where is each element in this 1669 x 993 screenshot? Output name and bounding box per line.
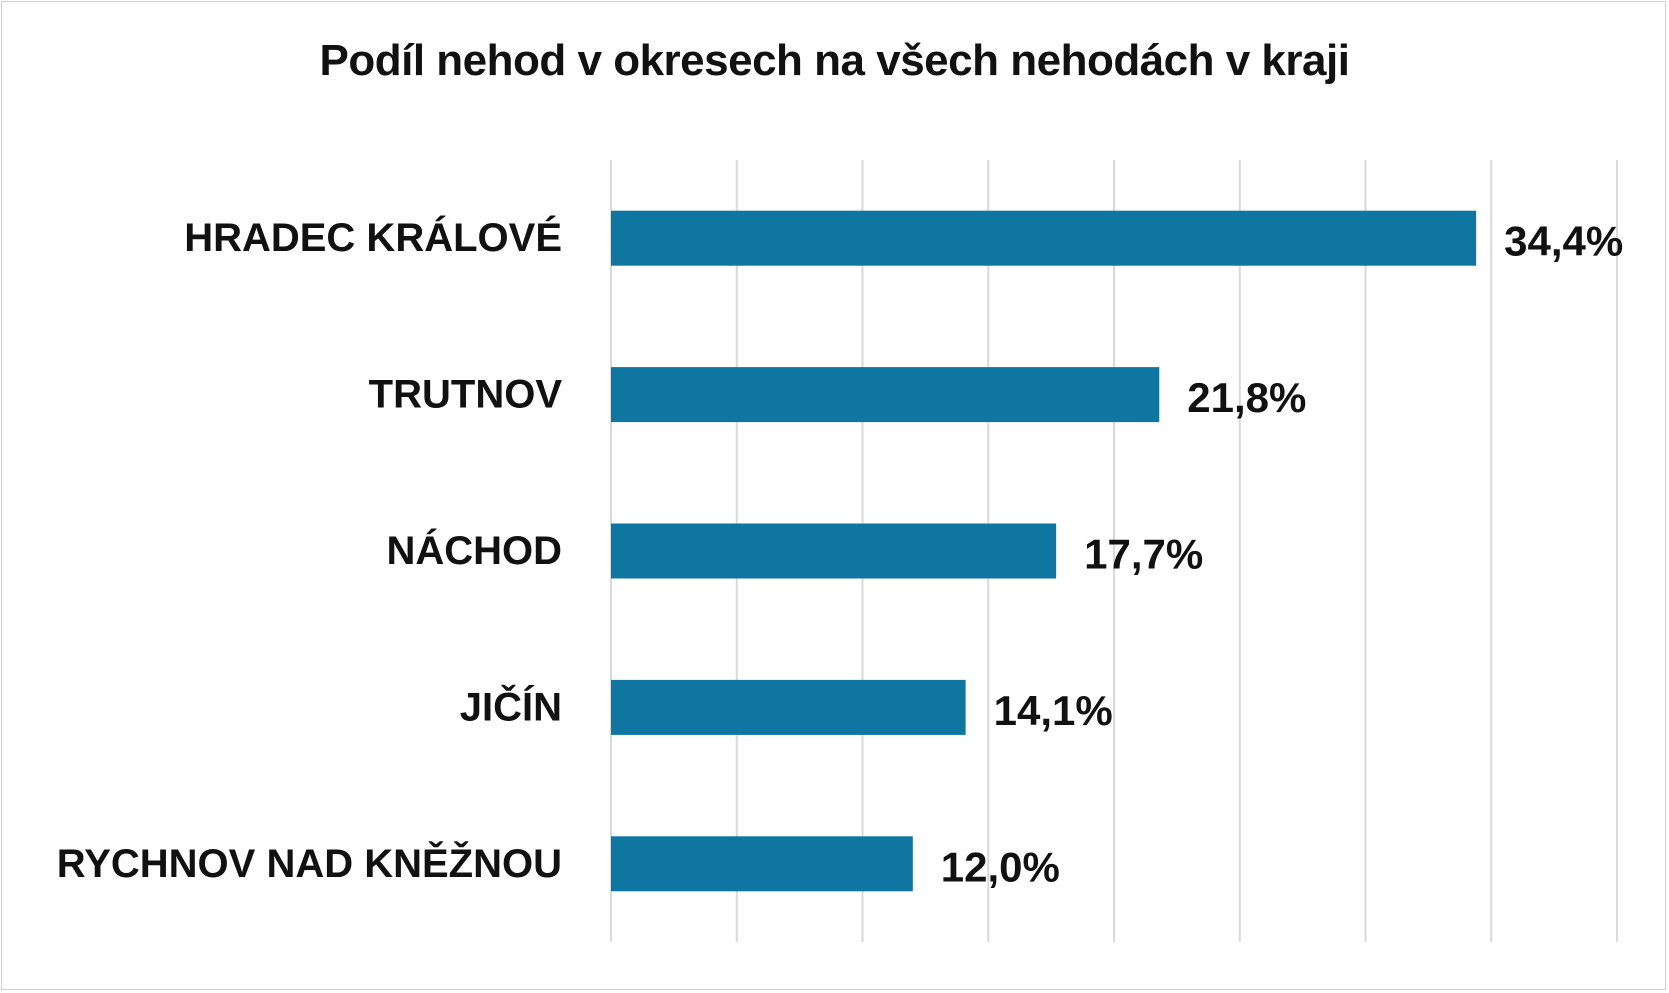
category-label: JIČÍN <box>460 683 562 729</box>
bar <box>611 836 913 892</box>
bar <box>611 679 966 735</box>
category-label: TRUTNOV <box>369 373 563 417</box>
data-label: 17,7% <box>1084 531 1203 578</box>
category-label: RYCHNOV NAD KNĚŽNOU <box>57 840 562 886</box>
value-labels: 34,4% 21,8% 17,7% 14,1% 12,0% <box>941 218 1623 891</box>
bar <box>611 210 1477 266</box>
bars <box>611 210 1477 892</box>
data-label: 34,4% <box>1504 218 1623 265</box>
chart-title: Podíl nehod v okresech na všech nehodách… <box>319 36 1350 85</box>
bar <box>611 367 1160 423</box>
category-label: HRADEC KRÁLOVÉ <box>184 215 562 260</box>
data-label: 12,0% <box>941 843 1060 890</box>
data-label: 14,1% <box>994 687 1113 734</box>
category-label: NÁCHOD <box>386 528 562 573</box>
bar <box>611 523 1057 579</box>
data-label: 21,8% <box>1187 374 1306 421</box>
category-labels: HRADEC KRÁLOVÉ TRUTNOV NÁCHOD JIČÍN RYCHNOV … <box>57 215 563 886</box>
